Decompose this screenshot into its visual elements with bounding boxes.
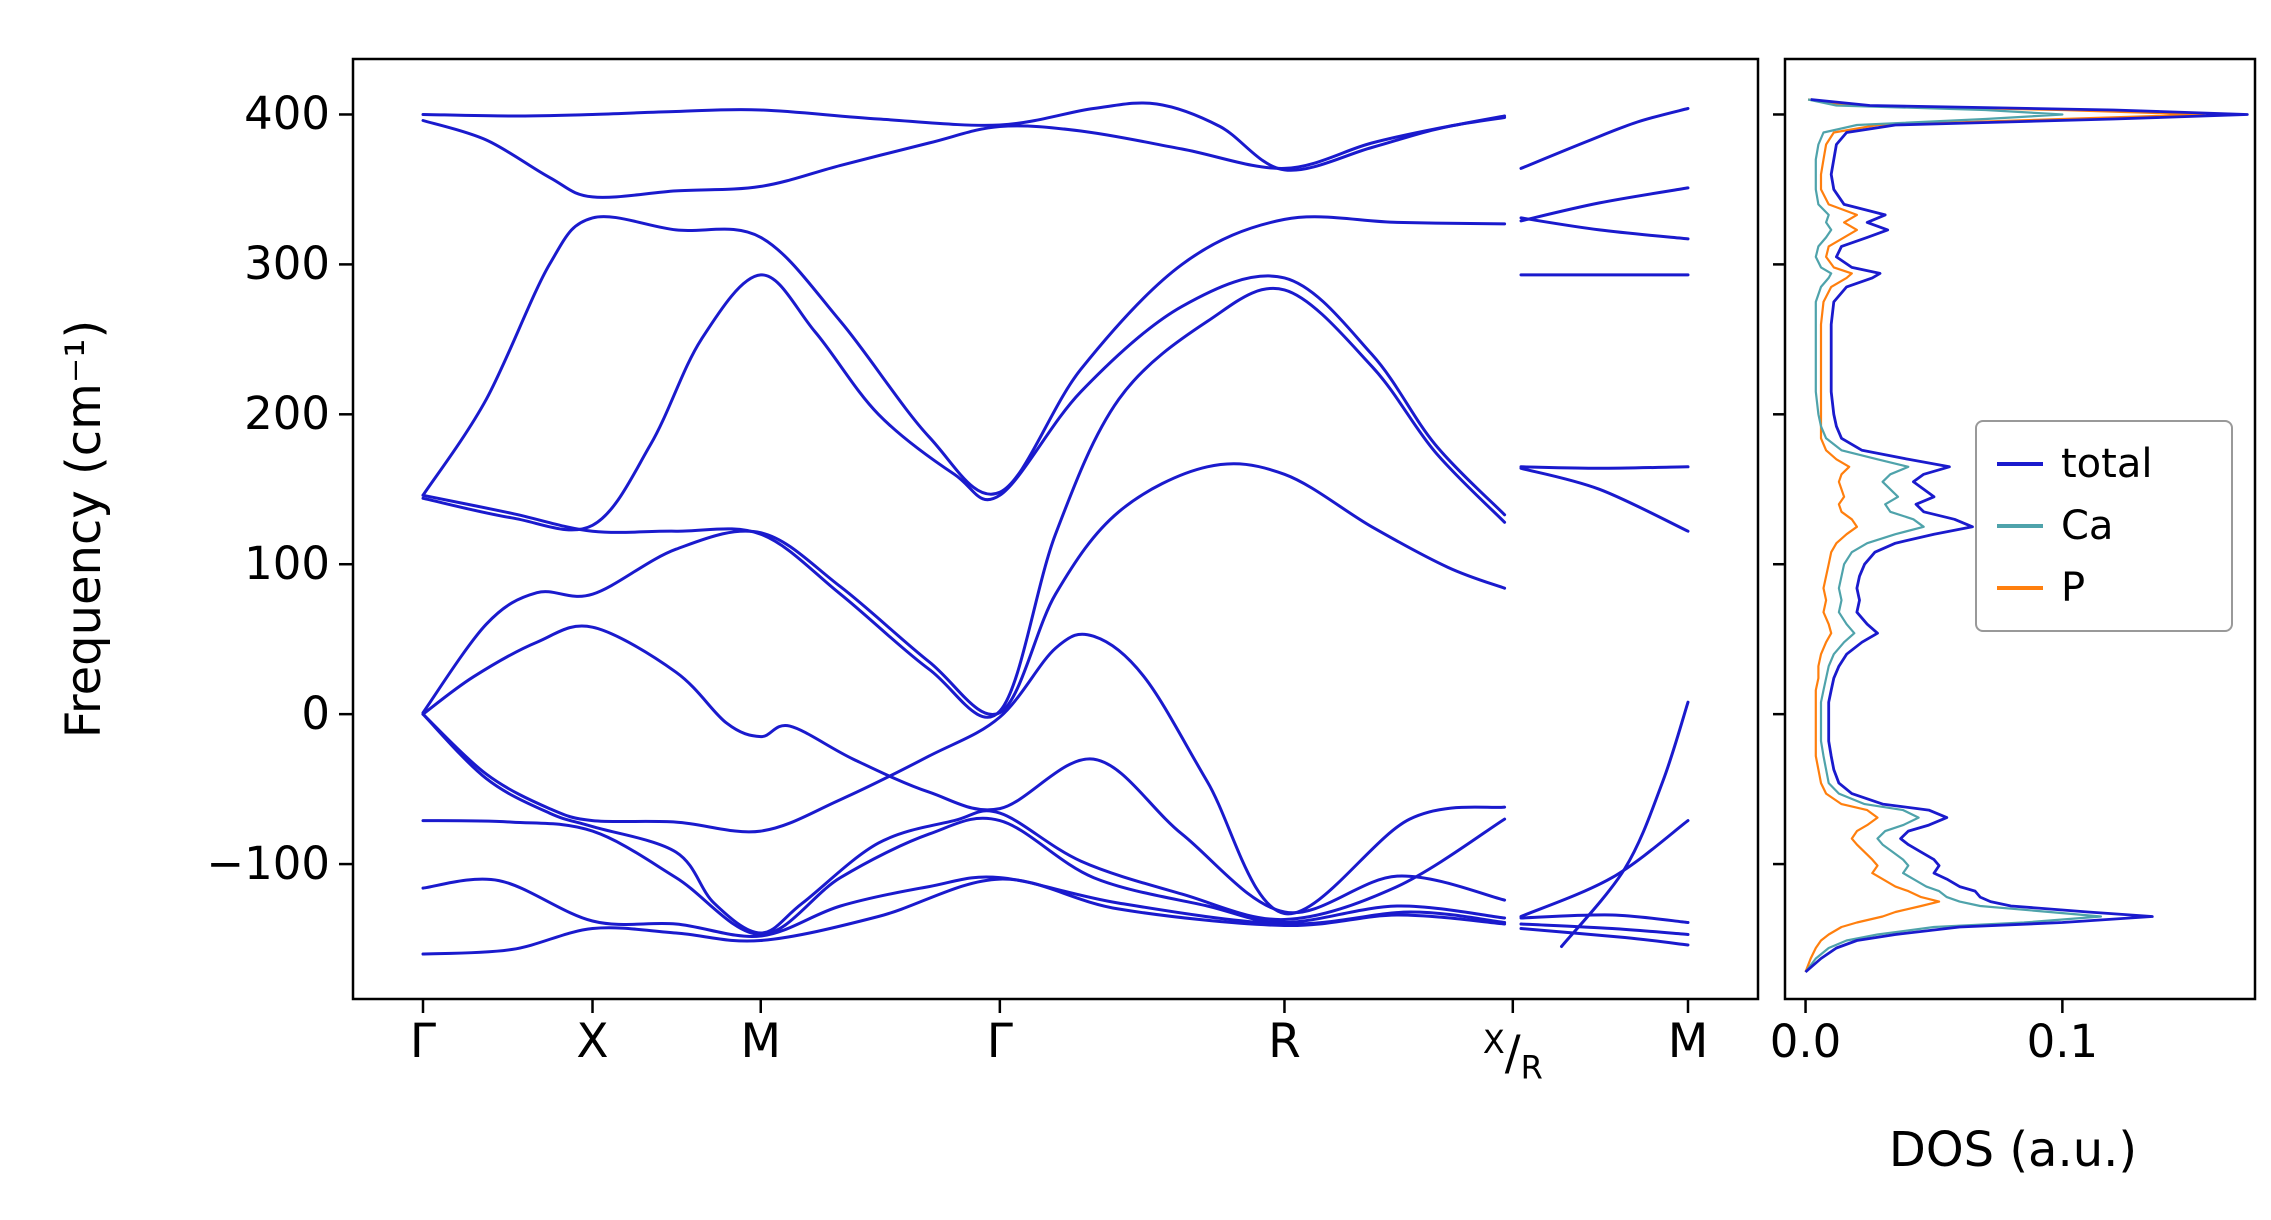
phonon-band — [421, 101, 1507, 172]
phonon-band — [1519, 107, 1690, 170]
dos-x-axis-label: DOS (a.u.) — [1888, 1122, 2138, 1178]
k-point-label: Γ — [986, 1014, 1013, 1069]
y-tick-label: 0 — [301, 687, 330, 741]
y-tick-label: 100 — [244, 537, 330, 591]
phonon-band — [1519, 465, 1690, 470]
y-tick-label: 400 — [244, 87, 330, 141]
legend-entry-total: total — [1997, 438, 2211, 490]
legend-label-total: total — [2061, 441, 2153, 487]
phonon-band — [1519, 186, 1690, 223]
k-point-label: X — [576, 1014, 609, 1069]
legend-entry-p: P — [1997, 562, 2211, 614]
phonon-band — [1560, 700, 1690, 948]
y-tick-label: 300 — [244, 237, 330, 291]
phonon-band — [1519, 819, 1690, 918]
phonon-band — [421, 877, 1507, 956]
legend-line-total — [1997, 462, 2043, 466]
phonon-band — [421, 632, 1507, 916]
dos-axes-frame — [1783, 57, 2257, 1001]
k-point-label: R — [1268, 1014, 1301, 1069]
phonon-band — [1519, 216, 1690, 241]
phonon-band — [421, 215, 1507, 497]
phonon-band — [421, 712, 1507, 935]
dos-legend: total Ca P — [1975, 420, 2233, 632]
k-point-label: M — [1667, 1014, 1709, 1069]
phonon-band — [1519, 913, 1690, 924]
legend-label-ca: Ca — [2061, 503, 2114, 549]
dos-curve-p — [1804, 98, 2205, 973]
phonon-band — [421, 624, 1507, 915]
phonon-band — [421, 273, 1507, 532]
phonon-band — [421, 816, 1507, 936]
phonon-band — [421, 286, 1507, 719]
k-point-label: M — [740, 1014, 782, 1069]
dos-x-tick-label: 0.0 — [1769, 1015, 1842, 1068]
phonon-band — [421, 462, 1507, 717]
k-point-label: Γ — [409, 1014, 437, 1069]
legend-label-p: P — [2061, 565, 2086, 611]
legend-line-p — [1997, 586, 2043, 590]
legend-line-ca — [1997, 524, 2043, 528]
dos-curve-ca — [1804, 98, 2102, 973]
k-point-label: X/R — [1482, 1023, 1543, 1087]
band-axes-frame — [351, 57, 1760, 1001]
y-tick-label: 200 — [244, 387, 330, 441]
dos-curve-total — [1804, 98, 2249, 974]
y-axis-label: Frequency (cm⁻¹) — [56, 319, 112, 739]
phonon-band — [1519, 927, 1690, 947]
phonon-band — [1519, 922, 1690, 936]
dos-x-tick-label: 0.1 — [2026, 1015, 2099, 1068]
phonon-band — [1519, 466, 1690, 533]
legend-entry-ca: Ca — [1997, 500, 2211, 552]
phonon-band — [421, 116, 1507, 199]
y-tick-label: −100 — [206, 837, 330, 891]
